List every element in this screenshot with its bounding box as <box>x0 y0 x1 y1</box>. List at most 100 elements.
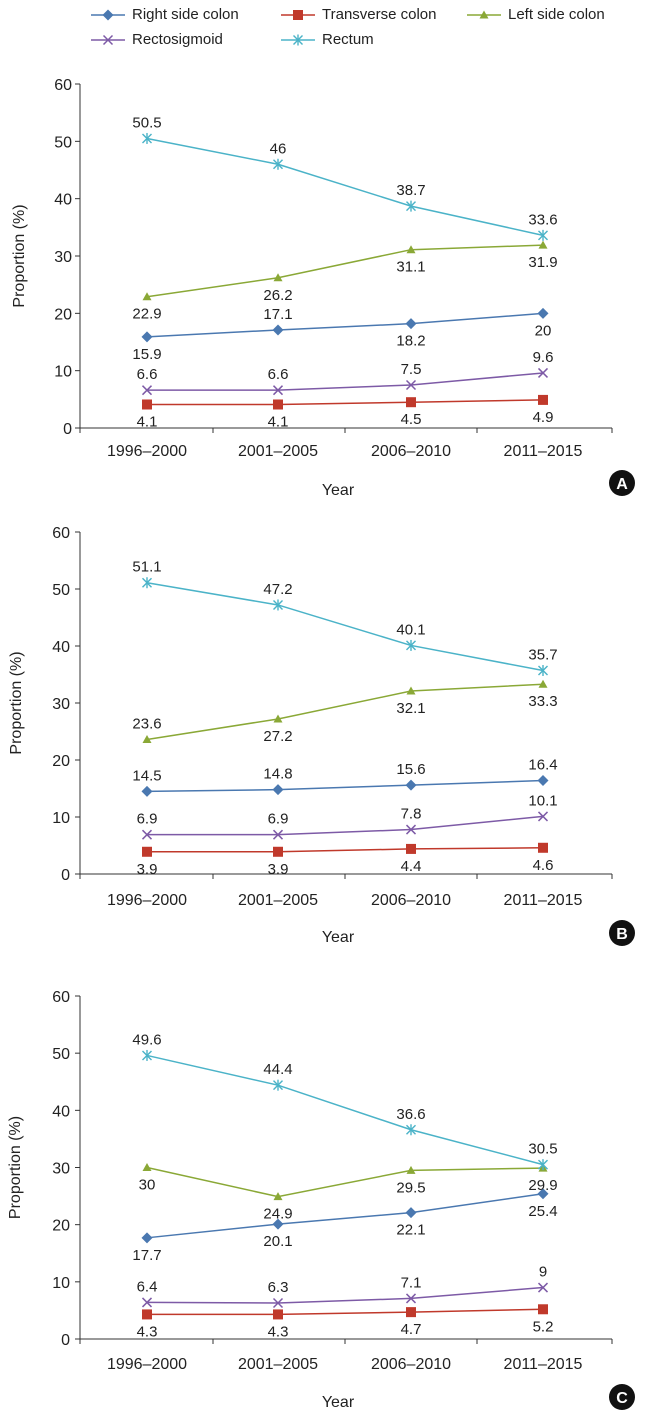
x-axis-title: Year <box>322 1394 355 1411</box>
rectosigmoid-legend-marker <box>102 34 114 45</box>
y-tick-label: 30 <box>52 696 70 713</box>
data-label-right-side-colon: 18.2 <box>396 333 425 350</box>
legend-label: Rectum <box>322 31 374 48</box>
data-point-transverse-colon <box>142 846 152 857</box>
data-point-rectum <box>538 1159 548 1171</box>
data-point-transverse-colon <box>538 1304 548 1315</box>
data-point-rectosigmoid <box>272 1297 284 1309</box>
data-label-rectum: 40.1 <box>396 621 425 638</box>
data-point-transverse-colon <box>538 842 548 853</box>
y-tick-label: 10 <box>54 364 72 381</box>
y-tick-label: 40 <box>52 639 70 656</box>
legend-label: Rectosigmoid <box>132 31 223 48</box>
x-tick-label: 2011–2015 <box>504 443 583 460</box>
data-point-left-side-colon <box>538 240 548 249</box>
data-point-rectum <box>142 132 152 144</box>
y-tick-label: 20 <box>54 306 72 323</box>
data-label-rectum: 44.4 <box>263 1061 292 1078</box>
panel-label-text: A <box>616 476 628 493</box>
data-point-rectosigmoid <box>272 385 284 396</box>
data-point-rectosigmoid <box>537 811 549 822</box>
y-tick-label: 10 <box>52 810 70 827</box>
data-point-rectosigmoid <box>141 385 153 396</box>
data-label-right-side-colon: 14.8 <box>263 766 292 783</box>
data-label-left-side-colon: 22.9 <box>132 306 161 323</box>
y-tick-label: 30 <box>52 1161 70 1178</box>
data-point-transverse-colon <box>273 846 283 857</box>
chart-panel-c: 0 10 20 30 40 50 60 1996–2000 2001–2005 2006–2010… <box>0 960 646 1420</box>
data-point-transverse-colon <box>406 1307 416 1318</box>
data-label-rectum: 38.7 <box>396 182 425 199</box>
series-line-transverse-colon <box>147 847 544 853</box>
y-tick-label: 20 <box>52 753 70 770</box>
series-line-rectum <box>146 137 544 237</box>
x-tick-label: 2001–2005 <box>238 443 318 460</box>
data-label-right-side-colon: 14.5 <box>132 767 161 784</box>
x-tick-label: 1996–2000 <box>107 443 187 460</box>
series-line-rectum <box>146 581 544 672</box>
data-point-left-side-colon <box>142 734 152 743</box>
x-tick-label: 2011–2015 <box>504 1356 583 1373</box>
data-point-rectum <box>142 1049 152 1061</box>
series-line-rectosigmoid <box>146 1286 544 1304</box>
x-tick-label: 2006–2010 <box>371 892 451 909</box>
data-point-right-side-colon <box>141 1232 153 1244</box>
legend-item-rectosigmoid: Rectosigmoid <box>90 31 223 48</box>
data-label-rectosigmoid: 6.9 <box>137 811 158 828</box>
data-label-rectum: 35.7 <box>528 647 557 664</box>
legend-label: Right side colon <box>132 6 239 23</box>
data-label-rectum: 36.6 <box>396 1106 425 1123</box>
legend-item-left-side-colon: Left side colon <box>466 6 605 23</box>
data-point-right-side-colon <box>272 1218 284 1230</box>
data-point-right-side-colon <box>141 331 153 343</box>
data-label-rectosigmoid: 6.9 <box>268 811 289 828</box>
data-point-rectosigmoid <box>272 829 284 840</box>
data-label-transverse-colon: 3.9 <box>268 861 289 878</box>
x-tick-label: 2001–2005 <box>238 892 318 909</box>
data-label-rectum: 33.6 <box>528 211 557 228</box>
legend-item-rectum: Rectum <box>280 31 374 48</box>
data-label-left-side-colon: 26.2 <box>263 287 292 304</box>
data-point-rectosigmoid <box>537 367 549 378</box>
data-point-rectum <box>538 665 548 677</box>
data-label-right-side-colon: 22.1 <box>396 1222 425 1239</box>
data-label-left-side-colon: 30 <box>139 1177 156 1194</box>
data-label-transverse-colon: 4.3 <box>137 1323 158 1340</box>
data-label-left-side-colon: 31.1 <box>396 259 425 276</box>
data-point-left-side-colon <box>406 1165 416 1174</box>
data-point-transverse-colon <box>406 397 416 408</box>
data-point-right-side-colon <box>272 784 284 796</box>
x-tick-label: 1996–2000 <box>107 1356 187 1373</box>
left-side-colon-legend-swatch-icon <box>467 10 501 18</box>
data-label-left-side-colon: 29.5 <box>396 1179 425 1196</box>
legend-label: Left side colon <box>508 6 605 23</box>
chart-panel-b: 0 10 20 30 40 50 60 1996–2000 2001–2005 2006–2010… <box>0 508 646 968</box>
data-label-rectosigmoid: 7.5 <box>401 361 422 378</box>
data-point-right-side-colon <box>537 307 549 319</box>
y-axis-title: Proportion (%) <box>11 204 28 307</box>
y-axis-title: Proportion (%) <box>7 1116 24 1219</box>
y-tick-label: 30 <box>54 249 72 266</box>
data-point-transverse-colon <box>406 843 416 854</box>
data-label-rectosigmoid: 6.4 <box>137 1278 158 1295</box>
series-line-right-side-colon <box>146 1193 544 1239</box>
y-tick-label: 60 <box>52 525 70 542</box>
data-label-right-side-colon: 20 <box>535 322 552 339</box>
rectosigmoid-legend-swatch-icon <box>91 34 125 45</box>
data-label-left-side-colon: 33.3 <box>528 693 557 710</box>
series-line-left-side-colon <box>146 683 544 741</box>
y-tick-label: 40 <box>52 1103 70 1120</box>
data-point-transverse-colon <box>273 399 283 410</box>
data-label-left-side-colon: 27.2 <box>263 728 292 745</box>
data-point-rectum <box>273 158 283 170</box>
data-point-rectosigmoid <box>141 1297 153 1308</box>
y-tick-label: 0 <box>63 421 72 438</box>
data-label-right-side-colon: 16.4 <box>528 757 557 774</box>
x-axis-title: Year <box>322 482 355 499</box>
data-label-rectosigmoid: 9 <box>539 1264 547 1281</box>
data-point-left-side-colon <box>273 273 283 282</box>
data-label-rectum: 49.6 <box>132 1031 161 1048</box>
data-point-transverse-colon <box>142 399 152 410</box>
rectum-legend-marker <box>293 34 303 45</box>
line-chart-c: 0 10 20 30 40 50 60 1996–2000 2001–2005 2006–2010… <box>7 989 635 1411</box>
